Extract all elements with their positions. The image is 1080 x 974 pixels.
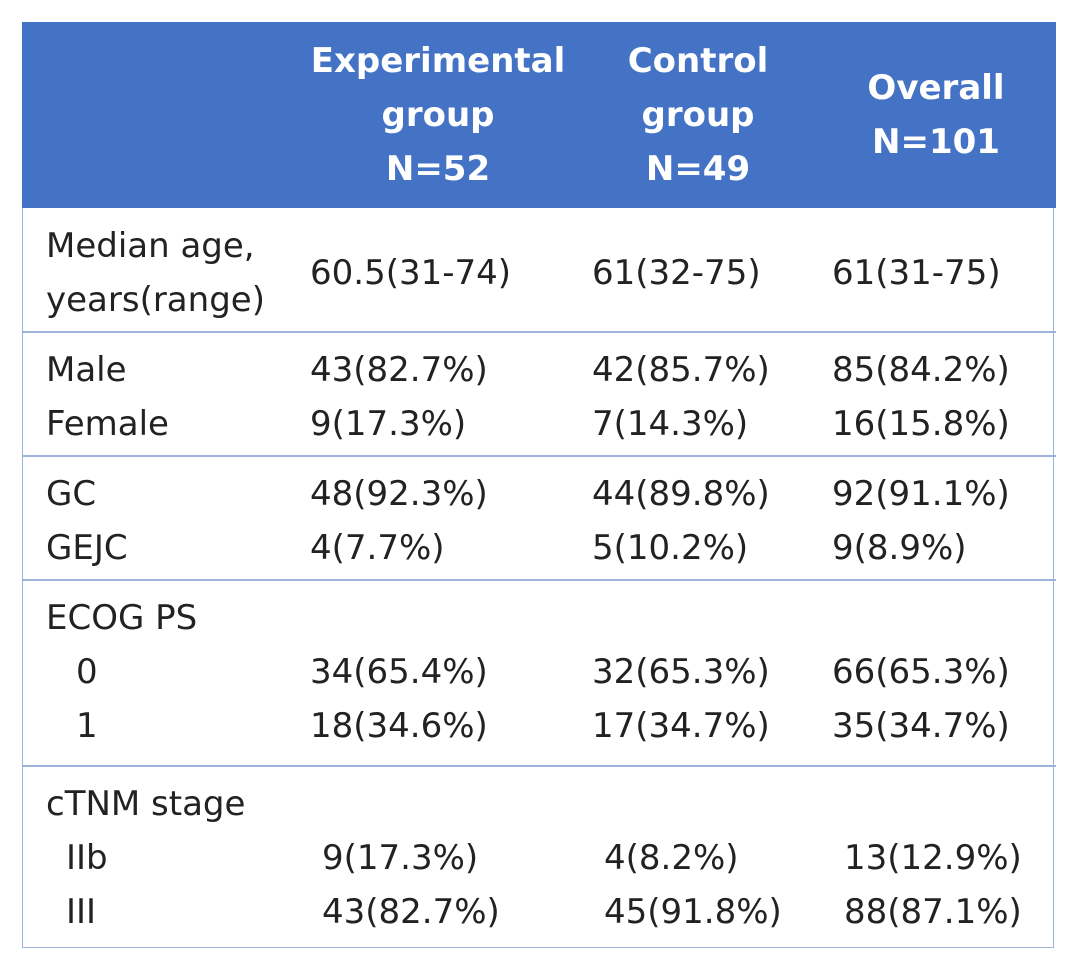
row-divider [22,579,1056,581]
header-text: Control [627,41,769,81]
cell-value: 32(65.3%) [592,652,770,692]
row-label: years(range) [46,280,265,320]
header-text: group [641,95,755,135]
header-text: N=49 [645,149,751,189]
header-text: Experimental [310,41,566,81]
cell-value: 4(7.7%) [310,528,445,568]
cell-value: 60.5(31-74) [310,253,512,293]
row-label: GC [46,474,97,514]
row-label: Median age, [46,226,255,266]
row-label: Female [46,404,169,444]
cell-value: 9(8.9%) [832,528,967,568]
cell-value: 7(14.3%) [592,404,749,444]
cell-value: 13(12.9%) [844,838,1022,878]
cell-value: 42(85.7%) [592,350,770,390]
row-label: GEJC [46,528,128,568]
cell-value: 18(34.6%) [310,706,488,746]
header-text: N=101 [872,122,1000,162]
row-label: III [66,892,97,932]
cell-value: 61(31-75) [832,253,1001,293]
row-label: Male [46,350,127,390]
cell-value: 35(34.7%) [832,706,1010,746]
header-text: N=52 [385,149,491,189]
cell-value: 88(87.1%) [844,892,1022,932]
cell-value: 43(82.7%) [310,350,488,390]
header-text: Overall [867,68,1005,108]
cell-value: 43(82.7%) [322,892,500,932]
cell-value: 17(34.7%) [592,706,770,746]
header-text: group [381,95,495,135]
header-band [22,22,1056,208]
cell-value: 5(10.2%) [592,528,749,568]
cell-value: 34(65.4%) [310,652,488,692]
row-label: 1 [76,706,98,746]
cell-value: 45(91.8%) [604,892,782,932]
row-label: ECOG PS [46,598,198,638]
cell-value: 44(89.8%) [592,474,770,514]
row-label: 0 [76,652,98,692]
cell-value: 9(17.3%) [310,404,467,444]
row-divider [22,455,1056,457]
cell-value: 85(84.2%) [832,350,1010,390]
row-divider [22,331,1056,333]
row-label: cTNM stage [46,784,246,824]
cell-value: 48(92.3%) [310,474,488,514]
cell-value: 92(91.1%) [832,474,1010,514]
cell-value: 61(32-75) [592,253,761,293]
row-label: IIb [66,838,108,878]
cell-value: 9(17.3%) [322,838,479,878]
cell-value: 66(65.3%) [832,652,1010,692]
cell-value: 4(8.2%) [604,838,739,878]
row-divider [22,765,1056,767]
cell-value: 16(15.8%) [832,404,1010,444]
